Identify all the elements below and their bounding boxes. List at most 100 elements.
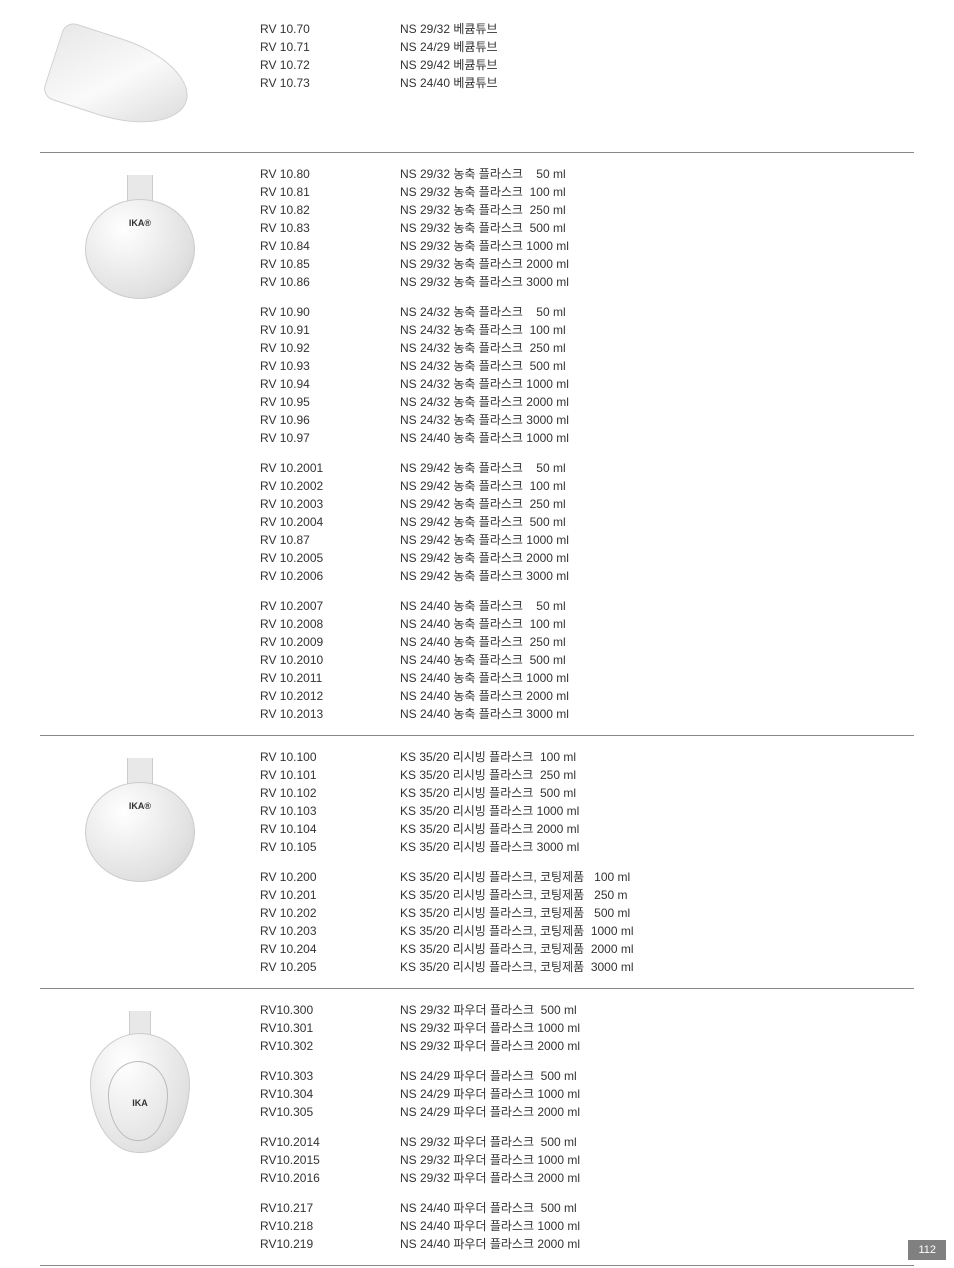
product-code: RV 10.73 — [260, 74, 400, 92]
product-desc: NS 29/32 농축 플라스크 50 ml — [400, 165, 914, 183]
product-desc: NS 29/32 농축 플라스크 250 ml — [400, 201, 914, 219]
product-code: RV 10.2011 — [260, 669, 400, 687]
product-row: RV10.305NS 24/29 파우더 플라스크 2000 ml — [260, 1103, 914, 1121]
product-code: RV 10.97 — [260, 429, 400, 447]
product-desc: NS 29/32 파우더 플라스크 500 ml — [400, 1133, 914, 1151]
product-row: RV 10.97NS 24/40 농축 플라스크 1000 ml — [260, 429, 914, 447]
product-code: RV 10.94 — [260, 375, 400, 393]
product-row: RV 10.94NS 24/32 농축 플라스크 1000 ml — [260, 375, 914, 393]
product-desc: NS 24/40 농축 플라스크 2000 ml — [400, 687, 914, 705]
product-code: RV 10.201 — [260, 886, 400, 904]
product-row: RV 10.87NS 29/42 농축 플라스크 1000 ml — [260, 531, 914, 549]
product-code: RV 10.101 — [260, 766, 400, 784]
product-group: RV10.2014NS 29/32 파우더 플라스크 500 mlRV10.20… — [260, 1133, 914, 1187]
product-group: RV 10.200KS 35/20 리시빙 플라스크, 코팅제품 100 mlR… — [260, 868, 914, 976]
product-row: RV 10.2010NS 24/40 농축 플라스크 500 ml — [260, 651, 914, 669]
product-desc: NS 24/32 농축 플라스크 250 ml — [400, 339, 914, 357]
product-group: RV10.303NS 24/29 파우더 플라스크 500 mlRV10.304… — [260, 1067, 914, 1121]
product-desc: NS 24/40 베큠튜브 — [400, 74, 914, 92]
product-desc: NS 24/40 농축 플라스크 250 ml — [400, 633, 914, 651]
product-row: RV 10.95NS 24/32 농축 플라스크 2000 ml — [260, 393, 914, 411]
product-row: RV 10.96NS 24/32 농축 플라스크 3000 ml — [260, 411, 914, 429]
product-row: RV 10.205KS 35/20 리시빙 플라스크, 코팅제품 3000 ml — [260, 958, 914, 976]
product-desc: NS 29/32 농축 플라스크 1000 ml — [400, 237, 914, 255]
product-row: RV 10.2003NS 29/42 농축 플라스크 250 ml — [260, 495, 914, 513]
product-code: RV 10.2005 — [260, 549, 400, 567]
product-desc: KS 35/20 리시빙 플라스크, 코팅제품 1000 ml — [400, 922, 914, 940]
product-row: RV10.301NS 29/32 파우더 플라스크 1000 ml — [260, 1019, 914, 1037]
product-desc: KS 35/20 리시빙 플라스크, 코팅제품 500 ml — [400, 904, 914, 922]
product-row: RV10.2014NS 29/32 파우더 플라스크 500 ml — [260, 1133, 914, 1151]
product-row: RV 10.93NS 24/32 농축 플라스크 500 ml — [260, 357, 914, 375]
product-code: RV 10.96 — [260, 411, 400, 429]
data-column: RV 10.100KS 35/20 리시빙 플라스크 100 mlRV 10.1… — [260, 748, 914, 976]
product-row: RV 10.2007NS 24/40 농축 플라스크 50 ml — [260, 597, 914, 615]
image-column: IKA® — [40, 748, 260, 898]
product-desc: NS 29/42 농축 플라스크 3000 ml — [400, 567, 914, 585]
product-code: RV10.300 — [260, 1001, 400, 1019]
product-row: RV 10.2001NS 29/42 농축 플라스크 50 ml — [260, 459, 914, 477]
product-code: RV 10.102 — [260, 784, 400, 802]
product-code: RV 10.2001 — [260, 459, 400, 477]
product-code: RV 10.2013 — [260, 705, 400, 723]
product-code: RV 10.71 — [260, 38, 400, 56]
product-code: RV 10.95 — [260, 393, 400, 411]
product-desc: NS 29/32 파우더 플라스크 1000 ml — [400, 1151, 914, 1169]
product-group: RV10.300NS 29/32 파우더 플라스크 500 mlRV10.301… — [260, 1001, 914, 1055]
product-row: RV10.303NS 24/29 파우더 플라스크 500 ml — [260, 1067, 914, 1085]
product-code: RV 10.205 — [260, 958, 400, 976]
product-desc: KS 35/20 리시빙 플라스크, 코팅제품 2000 ml — [400, 940, 914, 958]
flask-brand-label: IKA — [80, 1097, 200, 1111]
product-code: RV 10.85 — [260, 255, 400, 273]
product-row: RV 10.73NS 24/40 베큠튜브 — [260, 74, 914, 92]
product-row: RV 10.200KS 35/20 리시빙 플라스크, 코팅제품 100 ml — [260, 868, 914, 886]
product-code: RV 10.2010 — [260, 651, 400, 669]
product-code: RV 10.80 — [260, 165, 400, 183]
flask-image: IKA® — [85, 758, 195, 888]
product-code: RV 10.2009 — [260, 633, 400, 651]
product-row: RV 10.101KS 35/20 리시빙 플라스크 250 ml — [260, 766, 914, 784]
product-row: RV 10.80NS 29/32 농축 플라스크 50 ml — [260, 165, 914, 183]
product-code: RV 10.93 — [260, 357, 400, 375]
product-row: RV10.217NS 24/40 파우더 플라스크 500 ml — [260, 1199, 914, 1217]
product-desc: NS 24/32 농축 플라스크 500 ml — [400, 357, 914, 375]
product-code: RV10.304 — [260, 1085, 400, 1103]
product-desc: KS 35/20 리시빙 플라스크, 코팅제품 3000 ml — [400, 958, 914, 976]
product-group: RV 10.90NS 24/32 농축 플라스크 50 mlRV 10.91NS… — [260, 303, 914, 447]
product-desc: NS 29/32 농축 플라스크 500 ml — [400, 219, 914, 237]
product-row: RV 10.202KS 35/20 리시빙 플라스크, 코팅제품 500 ml — [260, 904, 914, 922]
product-desc: KS 35/20 리시빙 플라스크 1000 ml — [400, 802, 914, 820]
product-code: RV10.303 — [260, 1067, 400, 1085]
product-row: RV 10.102KS 35/20 리시빙 플라스크 500 ml — [260, 784, 914, 802]
product-row: RV 10.100KS 35/20 리시빙 플라스크 100 ml — [260, 748, 914, 766]
product-desc: NS 24/32 농축 플라스크 2000 ml — [400, 393, 914, 411]
product-code: RV 10.2008 — [260, 615, 400, 633]
product-code: RV 10.200 — [260, 868, 400, 886]
product-code: RV 10.204 — [260, 940, 400, 958]
product-row: RV 10.2004NS 29/42 농축 플라스크 500 ml — [260, 513, 914, 531]
product-row: RV 10.82NS 29/32 농축 플라스크 250 ml — [260, 201, 914, 219]
product-code: RV 10.83 — [260, 219, 400, 237]
product-desc: NS 24/29 파우더 플라스크 500 ml — [400, 1067, 914, 1085]
product-desc: NS 29/32 파우더 플라스크 2000 ml — [400, 1169, 914, 1187]
product-group: RV10.217NS 24/40 파우더 플라스크 500 mlRV10.218… — [260, 1199, 914, 1253]
product-desc: NS 24/29 파우더 플라스크 2000 ml — [400, 1103, 914, 1121]
product-code: RV 10.2002 — [260, 477, 400, 495]
product-desc: NS 29/32 파우더 플라스크 1000 ml — [400, 1019, 914, 1037]
product-desc: NS 24/29 베큠튜브 — [400, 38, 914, 56]
product-code: RV 10.84 — [260, 237, 400, 255]
product-row: RV10.219NS 24/40 파우더 플라스크 2000 ml — [260, 1235, 914, 1253]
product-desc: NS 29/32 베큠튜브 — [400, 20, 914, 38]
product-code: RV10.2015 — [260, 1151, 400, 1169]
powder-flask-image: IKA — [80, 1011, 200, 1161]
product-code: RV 10.100 — [260, 748, 400, 766]
product-desc: NS 29/42 농축 플라스크 100 ml — [400, 477, 914, 495]
product-desc: NS 24/32 농축 플라스크 100 ml — [400, 321, 914, 339]
product-desc: NS 24/40 파우더 플라스크 500 ml — [400, 1199, 914, 1217]
product-row: RV 10.84NS 29/32 농축 플라스크 1000 ml — [260, 237, 914, 255]
product-desc: NS 24/40 농축 플라스크 3000 ml — [400, 705, 914, 723]
product-desc: NS 29/32 농축 플라스크 2000 ml — [400, 255, 914, 273]
product-code: RV 10.90 — [260, 303, 400, 321]
product-row: RV 10.2008NS 24/40 농축 플라스크 100 ml — [260, 615, 914, 633]
product-row: RV 10.2012NS 24/40 농축 플라스크 2000 ml — [260, 687, 914, 705]
